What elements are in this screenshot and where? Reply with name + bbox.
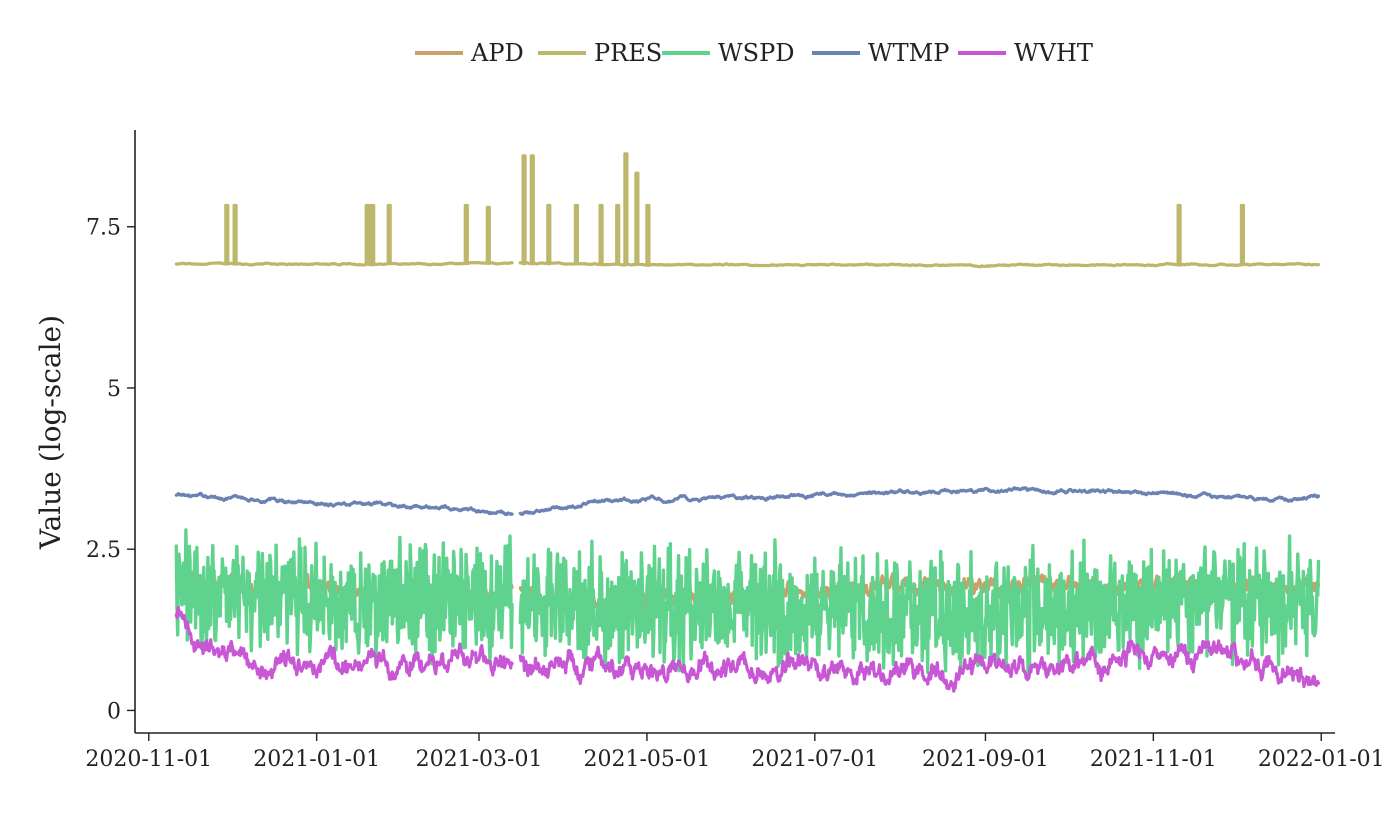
x-tick-label: 2021-05-01 xyxy=(584,747,711,772)
x-tick-label: 2020-11-01 xyxy=(85,747,212,772)
y-tick-label: 2.5 xyxy=(86,538,121,563)
legend-label: WSPD xyxy=(718,39,795,67)
legend-label: WVHT xyxy=(1014,39,1093,67)
series-layer xyxy=(174,152,1321,693)
x-tick-label: 2021-03-01 xyxy=(416,747,543,772)
legend: APD PRES WSPD WTMP WVHT xyxy=(415,39,1093,67)
series-line-wvht xyxy=(174,605,1321,693)
y-ticks: 0 2.5 5 7.5 xyxy=(86,216,135,724)
y-tick-label: 0 xyxy=(107,699,121,724)
series-line-wspd xyxy=(174,528,1321,678)
legend-label: WTMP xyxy=(868,39,949,67)
legend-label: APD xyxy=(470,39,524,67)
y-axis-label: Value (log-scale) xyxy=(34,315,67,550)
legend-item-wspd: WSPD xyxy=(662,39,795,67)
axes xyxy=(134,130,1335,734)
legend-item-pres: PRES xyxy=(538,39,662,67)
legend-item-apd: APD xyxy=(415,39,524,67)
x-tick-label: 2021-07-01 xyxy=(751,747,878,772)
series-line-wtmp xyxy=(174,486,1321,517)
legend-item-wvht: WVHT xyxy=(958,39,1093,67)
x-tick-label: 2021-11-01 xyxy=(1090,747,1217,772)
x-tick-label: 2022-01-01 xyxy=(1258,747,1385,772)
y-tick-label: 5 xyxy=(107,377,121,402)
x-tick-label: 2021-01-01 xyxy=(253,747,380,772)
x-tick-label: 2021-09-01 xyxy=(922,747,1049,772)
series-line-pres xyxy=(174,152,1321,269)
y-tick-label: 7.5 xyxy=(86,216,121,241)
legend-item-wtmp: WTMP xyxy=(812,39,949,67)
x-ticks: 2020-11-01 2021-01-01 2021-03-01 2021-05-01… xyxy=(85,733,1385,772)
legend-label: PRES xyxy=(594,39,662,67)
